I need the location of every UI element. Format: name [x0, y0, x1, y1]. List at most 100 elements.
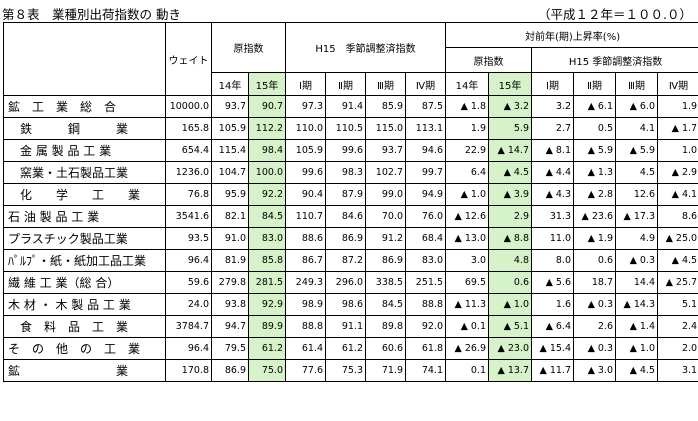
- sa-q1-cell: 99.6: [285, 161, 326, 184]
- sa-q2-cell: 110.5: [325, 117, 366, 140]
- table-row: 繊 維 工 業（総 合） 59.6 279.8 281.5 249.3 296.0 338.…: [3, 271, 698, 294]
- yoy-q2-cell: ▲ 3.0: [573, 359, 616, 382]
- yoy-q3-cell: 4.9: [615, 227, 658, 250]
- yoy-q1-cell: 2.7: [531, 117, 574, 140]
- raw-15-cell: 89.9: [248, 315, 286, 338]
- sa-q3-cell: 60.6: [365, 337, 406, 360]
- raw-14-cell: 279.8: [211, 271, 249, 294]
- table-row: 食 料 品 工 業 3784.7 94.7 89.9 88.8 91.1 89.8 92.0 ▲…: [3, 315, 698, 338]
- yoy-q1-cell: ▲ 4.3: [531, 183, 574, 206]
- yoy-q1-cell: ▲ 11.7: [531, 359, 574, 382]
- yoy-15-cell: 2.9: [488, 205, 532, 228]
- base-year-note: （平成１２年＝１００.０）: [538, 7, 692, 22]
- sa-q4-cell: 88.8: [405, 293, 446, 316]
- weight-cell: 3784.7: [165, 315, 212, 338]
- weight-cell: 24.0: [165, 293, 212, 316]
- sa-q2-cell: 61.2: [325, 337, 366, 360]
- yoy-q4-cell: 2.4: [656, 315, 698, 338]
- raw-14-cell: 93.8: [211, 293, 249, 316]
- yoy-q4-cell: 5.1: [656, 293, 698, 316]
- sa-q4-cell: 92.0: [405, 315, 446, 338]
- industry-name-cell: 石 油 製 品 工 業: [3, 205, 166, 228]
- yoy-q3-cell: 4.5: [615, 161, 658, 184]
- yoy-15-cell: 5.9: [488, 117, 532, 140]
- sa-q2-cell: 91.4: [325, 95, 366, 118]
- weight-cell: 96.4: [165, 337, 212, 360]
- yoy-q2-cell: 0.6: [573, 249, 616, 272]
- sa-q2-cell: 84.6: [325, 205, 366, 228]
- sa-q3-cell: 89.8: [365, 315, 406, 338]
- col-q2-header: Ⅱ期: [325, 72, 366, 96]
- sa-q4-cell: 94.6: [405, 139, 446, 162]
- yoy-q2-cell: 0.5: [573, 117, 616, 140]
- sa-q4-cell: 76.0: [405, 205, 446, 228]
- yoy-q4-cell: ▲ 4.5: [656, 249, 698, 272]
- sa-q1-cell: 97.3: [285, 95, 326, 118]
- table-row: 化 学 工 業 76.8 95.9 92.2 90.4 87.9 99.0 94.9 ▲ 1.0…: [3, 183, 698, 206]
- yoy-col-14-header: 14年: [445, 72, 489, 96]
- industry-name-cell: 窯業・土石製品工業: [3, 161, 166, 184]
- yoy-q4-cell: ▲ 2.9: [656, 161, 698, 184]
- yoy-14-cell: ▲ 26.9: [445, 337, 489, 360]
- industry-name-cell: 鉱 業: [3, 359, 166, 382]
- yoy-q3-cell: ▲ 6.0: [615, 95, 658, 118]
- table-row: 金 属 製 品 工 業 654.4 115.4 98.4 105.9 99.6 93.7 94…: [3, 139, 698, 162]
- yoy-q2-cell: ▲ 2.8: [573, 183, 616, 206]
- sa-q3-cell: 115.0: [365, 117, 406, 140]
- sa-q3-cell: 93.7: [365, 139, 406, 162]
- industry-name-cell: 繊 維 工 業（総 合）: [3, 271, 166, 294]
- sa-q3-cell: 91.2: [365, 227, 406, 250]
- raw-15-cell: 83.0: [248, 227, 286, 250]
- raw-14-cell: 86.9: [211, 359, 249, 382]
- raw-14-cell: 81.9: [211, 249, 249, 272]
- table-row: 石 油 製 品 工 業 3541.6 82.1 84.5 110.7 84.6 70.0 76…: [3, 205, 698, 228]
- sa-q3-cell: 102.7: [365, 161, 406, 184]
- sa-q1-cell: 105.9: [285, 139, 326, 162]
- col-14-header: 14年: [211, 72, 249, 96]
- sa-q4-cell: 99.7: [405, 161, 446, 184]
- yoy-q4-cell: 1.9: [656, 95, 698, 118]
- yoy-q4-cell: 8.6: [656, 205, 698, 228]
- yoy-q3-cell: ▲ 0.3: [615, 249, 658, 272]
- industry-name-cell: プラスチック製品工業: [3, 227, 166, 250]
- sa-q1-cell: 88.6: [285, 227, 326, 250]
- raw-15-cell: 85.8: [248, 249, 286, 272]
- sa-q1-cell: 98.9: [285, 293, 326, 316]
- sa-q4-cell: 83.0: [405, 249, 446, 272]
- yoy-14-cell: ▲ 1.8: [445, 95, 489, 118]
- sa-q4-cell: 61.8: [405, 337, 446, 360]
- yoy-q3-cell: 12.6: [615, 183, 658, 206]
- yoy-q3-cell: 14.4: [615, 271, 658, 294]
- sa-q3-cell: 99.0: [365, 183, 406, 206]
- industry-name-cell: 鉱 工 業 総 合: [3, 95, 166, 118]
- weight-cell: 96.4: [165, 249, 212, 272]
- yoy-q1-cell: 3.2: [531, 95, 574, 118]
- sa-q2-cell: 86.9: [325, 227, 366, 250]
- yoy-15-cell: ▲ 5.1: [488, 315, 532, 338]
- yoy-15-cell: 0.6: [488, 271, 532, 294]
- weight-cell: 76.8: [165, 183, 212, 206]
- sa-q4-cell: 68.4: [405, 227, 446, 250]
- yoy-q1-cell: ▲ 15.4: [531, 337, 574, 360]
- sa-q3-cell: 85.9: [365, 95, 406, 118]
- yoy-15-cell: 4.8: [488, 249, 532, 272]
- raw-14-cell: 115.4: [211, 139, 249, 162]
- yoy-q1-cell: ▲ 5.6: [531, 271, 574, 294]
- yoy-q2-cell: ▲ 6.1: [573, 95, 616, 118]
- yoy-q4-cell: ▲ 25.0: [656, 227, 698, 250]
- industry-name-cell: 金 属 製 品 工 業: [3, 139, 166, 162]
- raw-15-cell: 112.2: [248, 117, 286, 140]
- yoy-q2-cell: ▲ 1.9: [573, 227, 616, 250]
- sa-q3-cell: 70.0: [365, 205, 406, 228]
- yoy-col-q1-header: Ⅰ期: [531, 72, 574, 96]
- yoy-14-cell: ▲ 12.6: [445, 205, 489, 228]
- raw-15-cell: 92.2: [248, 183, 286, 206]
- industry-name-cell: 鉄 鋼 業: [3, 117, 166, 140]
- sa-q4-cell: 94.9: [405, 183, 446, 206]
- raw-14-cell: 104.7: [211, 161, 249, 184]
- sa-q2-cell: 98.6: [325, 293, 366, 316]
- yoy-q2-cell: ▲ 23.6: [573, 205, 616, 228]
- yoy-q2-cell: 18.7: [573, 271, 616, 294]
- yoy-q4-cell: 2.0: [656, 337, 698, 360]
- yoy-col-q4-header: Ⅳ期: [656, 72, 698, 96]
